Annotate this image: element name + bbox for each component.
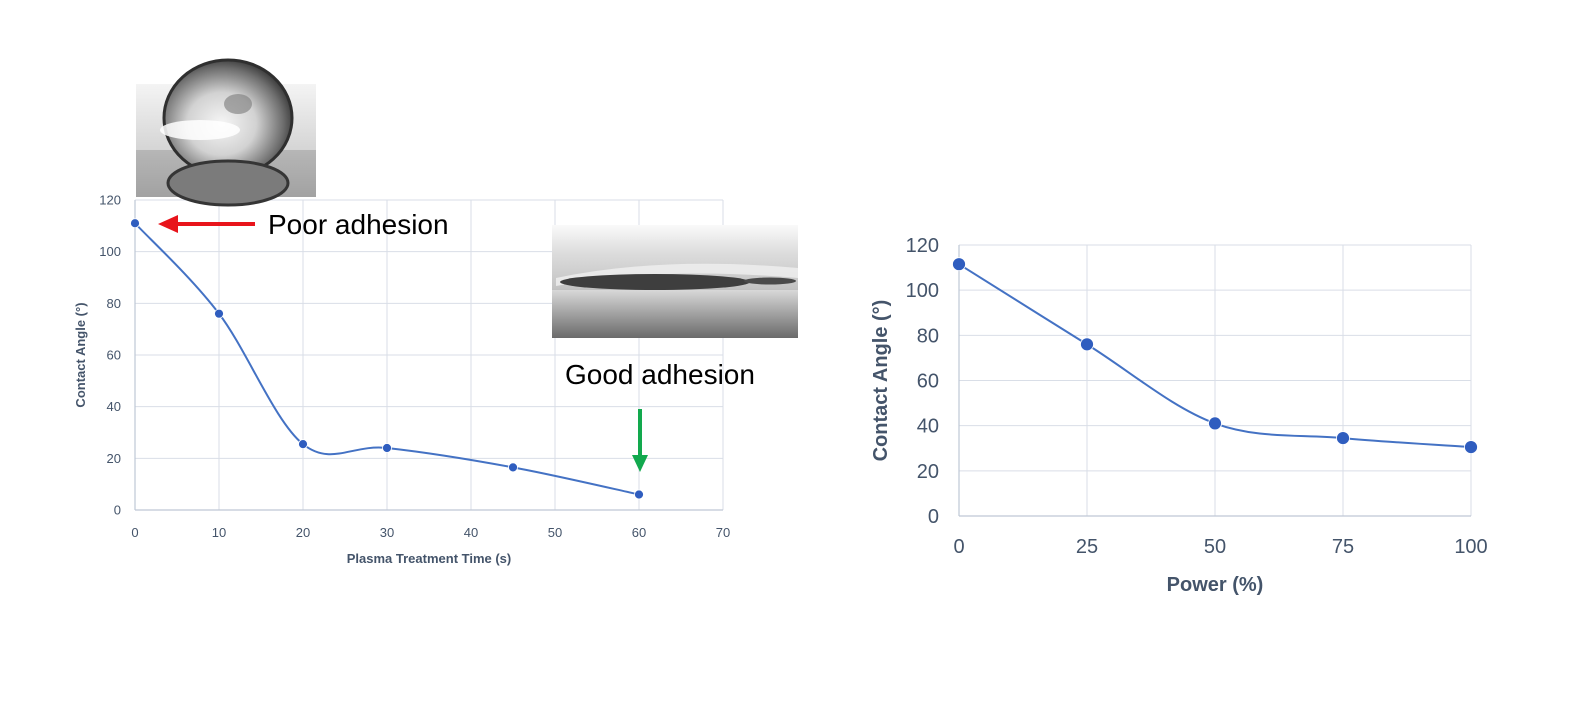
chart2-x-axis-label: Power (%) bbox=[1167, 574, 1264, 596]
data-point bbox=[214, 308, 224, 319]
droplet-high-contact-angle-image bbox=[136, 58, 316, 207]
data-point bbox=[952, 257, 966, 272]
data-point bbox=[298, 439, 308, 450]
y-tick-label: 60 bbox=[107, 348, 121, 363]
chart1-y-axis-label: Contact Angle (°) bbox=[73, 302, 88, 407]
data-point bbox=[130, 218, 140, 229]
x-tick-label: 0 bbox=[131, 525, 138, 540]
data-point bbox=[508, 462, 518, 473]
x-tick-label: 30 bbox=[380, 525, 394, 540]
chart1-axes bbox=[134, 200, 723, 511]
good-adhesion-arrowhead bbox=[632, 455, 648, 472]
y-tick-label: 80 bbox=[917, 325, 939, 347]
data-point bbox=[1336, 431, 1350, 445]
chart2-gridlines bbox=[959, 244, 1472, 516]
data-point bbox=[382, 443, 392, 453]
x-tick-label: 50 bbox=[1204, 536, 1226, 558]
chart2-y-axis-label: Contact Angle (°) bbox=[870, 300, 892, 462]
x-tick-label: 50 bbox=[548, 525, 562, 540]
chart1-series-line bbox=[134, 222, 640, 496]
x-tick-label: 100 bbox=[1454, 536, 1487, 558]
poor-adhesion-annotation: Poor adhesion bbox=[158, 209, 449, 240]
x-tick-label: 10 bbox=[212, 525, 226, 540]
x-tick-label: 70 bbox=[716, 525, 730, 540]
y-tick-label: 60 bbox=[917, 371, 939, 393]
y-tick-label: 20 bbox=[107, 451, 121, 466]
data-point bbox=[1080, 337, 1094, 352]
y-tick-label: 20 bbox=[917, 461, 939, 483]
poor-adhesion-label: Poor adhesion bbox=[268, 209, 449, 240]
data-point bbox=[1208, 416, 1222, 431]
y-tick-label: 100 bbox=[906, 280, 939, 302]
chart2-tick-labels: 0 20 40 60 80 100 120 0 25 50 75 100 bbox=[906, 235, 1488, 558]
data-point bbox=[1464, 440, 1478, 455]
x-tick-label: 25 bbox=[1076, 536, 1098, 558]
y-tick-label: 40 bbox=[107, 399, 121, 414]
y-tick-label: 100 bbox=[99, 244, 121, 259]
chart1-tick-labels: 0 20 40 60 80 100 120 0 10 20 30 40 50 60 70 bbox=[99, 193, 730, 540]
x-tick-label: 40 bbox=[464, 525, 478, 540]
x-tick-label: 0 bbox=[953, 536, 964, 558]
y-tick-label: 40 bbox=[917, 416, 939, 438]
chart2-axes bbox=[958, 245, 1471, 517]
chart2-data-points bbox=[952, 257, 1478, 455]
x-tick-label: 60 bbox=[632, 525, 646, 540]
chart1-data-points bbox=[130, 218, 644, 500]
good-adhesion-label: Good adhesion bbox=[565, 359, 755, 390]
y-tick-label: 0 bbox=[114, 503, 121, 518]
x-tick-label: 20 bbox=[296, 525, 310, 540]
chart1-x-axis-label: Plasma Treatment Time (s) bbox=[347, 551, 512, 566]
good-adhesion-annotation: Good adhesion bbox=[565, 359, 755, 472]
data-point bbox=[634, 489, 644, 500]
y-tick-label: 80 bbox=[107, 296, 121, 311]
y-tick-label: 120 bbox=[99, 193, 121, 208]
poor-adhesion-arrowhead bbox=[158, 215, 178, 233]
power-chart: 0 20 40 60 80 100 120 0 25 50 75 100 Power (%) Cont… bbox=[870, 235, 1488, 596]
y-tick-label: 0 bbox=[928, 506, 939, 528]
x-tick-label: 75 bbox=[1332, 536, 1354, 558]
y-tick-label: 120 bbox=[906, 235, 939, 257]
droplet-low-contact-angle-image bbox=[552, 225, 798, 338]
